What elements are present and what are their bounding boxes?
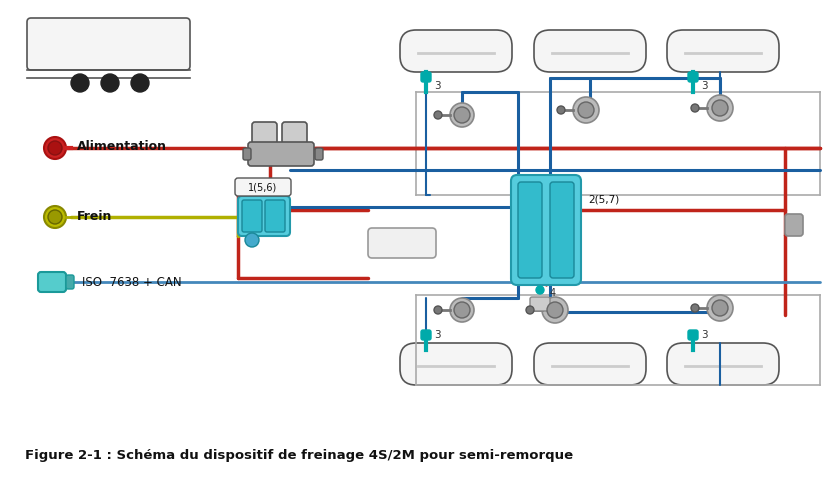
Circle shape (245, 233, 259, 247)
FancyBboxPatch shape (38, 272, 66, 292)
FancyBboxPatch shape (248, 142, 313, 166)
FancyBboxPatch shape (518, 182, 542, 278)
FancyBboxPatch shape (687, 330, 697, 340)
FancyBboxPatch shape (367, 228, 436, 258)
FancyBboxPatch shape (533, 343, 645, 385)
Text: 1(5,6): 1(5,6) (248, 183, 277, 193)
Circle shape (48, 210, 62, 224)
Text: Frein: Frein (77, 210, 112, 223)
Circle shape (71, 74, 88, 92)
Text: 3: 3 (433, 81, 440, 91)
FancyBboxPatch shape (265, 200, 284, 232)
Text: 2(5,7): 2(5,7) (587, 195, 619, 205)
Circle shape (706, 95, 732, 121)
FancyBboxPatch shape (399, 343, 511, 385)
Text: 3: 3 (433, 330, 440, 340)
FancyBboxPatch shape (282, 122, 307, 144)
FancyBboxPatch shape (66, 275, 74, 289)
FancyBboxPatch shape (420, 72, 431, 82)
Circle shape (557, 106, 564, 114)
FancyBboxPatch shape (235, 178, 290, 196)
FancyBboxPatch shape (314, 148, 323, 160)
Circle shape (101, 74, 119, 92)
FancyBboxPatch shape (510, 175, 581, 285)
Text: Figure 2-1 : Schéma du dispositif de freinage 4S/2M pour semi-remorque: Figure 2-1 : Schéma du dispositif de fre… (25, 449, 572, 462)
FancyBboxPatch shape (687, 72, 697, 82)
Circle shape (449, 103, 473, 127)
Circle shape (691, 304, 698, 312)
Circle shape (547, 302, 562, 318)
Text: Alimentation: Alimentation (77, 140, 167, 153)
FancyBboxPatch shape (667, 30, 778, 72)
Circle shape (711, 300, 727, 316)
FancyBboxPatch shape (27, 18, 189, 70)
FancyBboxPatch shape (251, 122, 277, 144)
Text: 3: 3 (700, 330, 707, 340)
Circle shape (525, 306, 533, 314)
Circle shape (453, 107, 470, 123)
FancyBboxPatch shape (549, 182, 573, 278)
Text: ISO  7638 + CAN: ISO 7638 + CAN (82, 276, 181, 289)
Circle shape (706, 295, 732, 321)
Circle shape (691, 104, 698, 112)
Circle shape (572, 97, 598, 123)
FancyBboxPatch shape (667, 343, 778, 385)
Circle shape (433, 306, 442, 314)
FancyBboxPatch shape (420, 330, 431, 340)
Circle shape (453, 302, 470, 318)
FancyBboxPatch shape (237, 196, 289, 236)
Text: 4: 4 (549, 288, 556, 298)
Circle shape (44, 137, 66, 159)
Circle shape (433, 111, 442, 119)
FancyBboxPatch shape (533, 30, 645, 72)
Circle shape (535, 286, 543, 294)
Circle shape (542, 297, 567, 323)
Circle shape (449, 298, 473, 322)
FancyBboxPatch shape (399, 30, 511, 72)
Circle shape (48, 141, 62, 155)
Circle shape (131, 74, 149, 92)
FancyBboxPatch shape (529, 297, 549, 311)
Circle shape (44, 206, 66, 228)
FancyBboxPatch shape (784, 214, 802, 236)
FancyBboxPatch shape (242, 148, 251, 160)
Text: 3: 3 (700, 81, 707, 91)
Circle shape (711, 100, 727, 116)
FancyBboxPatch shape (241, 200, 261, 232)
Circle shape (577, 102, 593, 118)
